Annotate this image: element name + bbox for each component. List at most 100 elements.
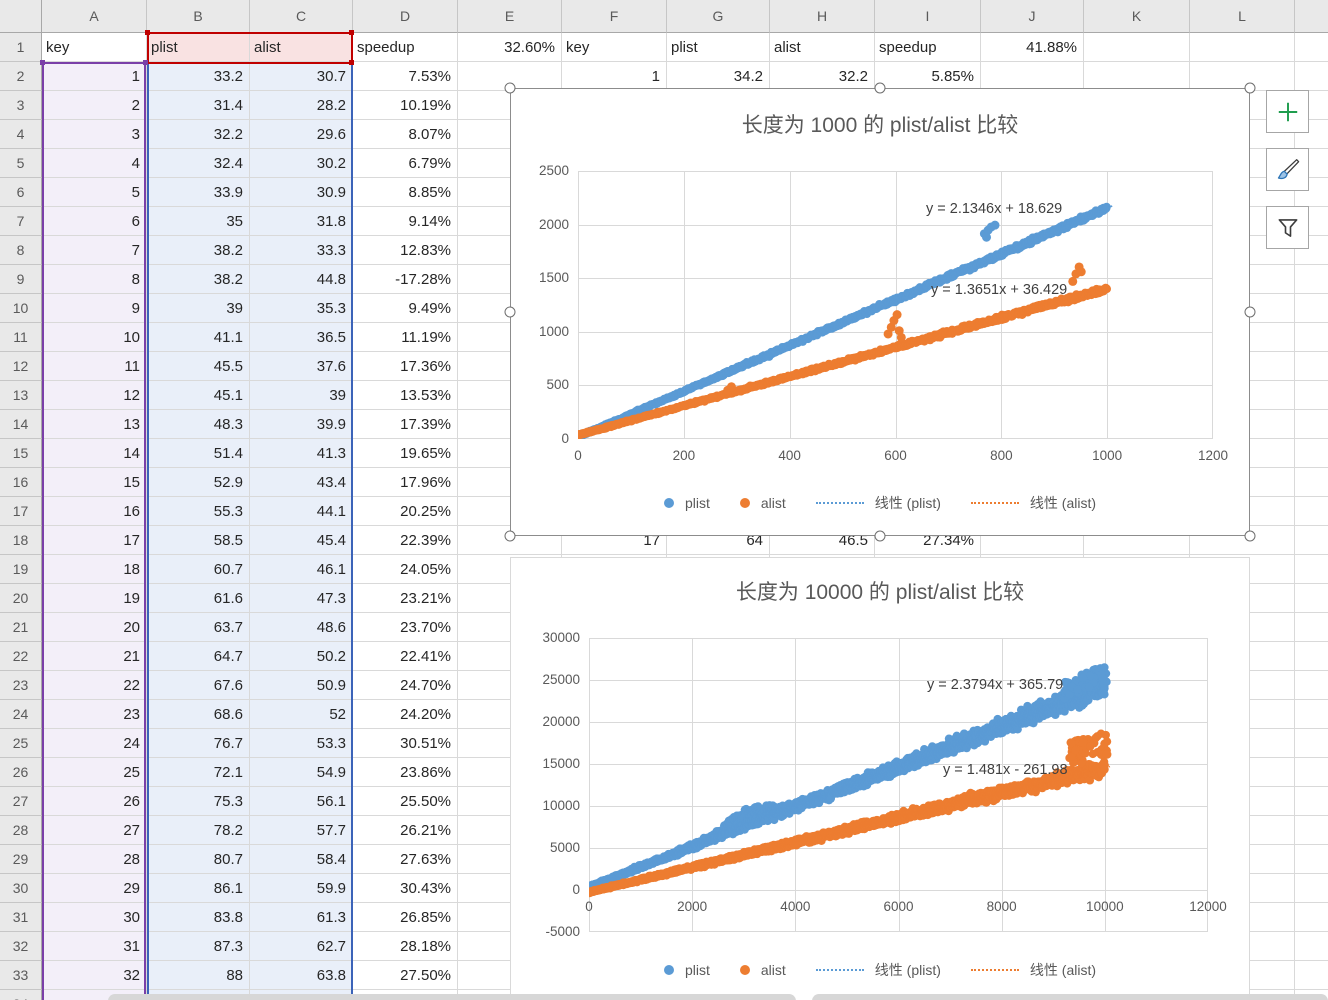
cell-A11[interactable]: 10 (42, 323, 147, 352)
cell-A25[interactable]: 24 (42, 729, 147, 758)
row-header-34[interactable]: 34 (0, 990, 42, 1000)
column-header-B[interactable]: B (147, 0, 250, 33)
cell-J18[interactable] (981, 526, 1084, 555)
cell-C15[interactable]: 41.3 (250, 439, 353, 468)
chart-selection-handle[interactable] (504, 530, 516, 542)
cell-D9[interactable]: -17.28% (353, 265, 458, 294)
row-header-5[interactable]: 5 (0, 149, 42, 178)
cell-A14[interactable]: 13 (42, 410, 147, 439)
column-header-J[interactable]: J (981, 0, 1084, 33)
red-range-fill-handle[interactable] (349, 30, 354, 35)
cell-C31[interactable]: 61.3 (250, 903, 353, 932)
cell-A15[interactable]: 14 (42, 439, 147, 468)
cell-C10[interactable]: 35.3 (250, 294, 353, 323)
cell-K2[interactable] (1084, 62, 1190, 91)
cell-B5[interactable]: 32.4 (147, 149, 250, 178)
cell-C28[interactable]: 57.7 (250, 816, 353, 845)
row-header-30[interactable]: 30 (0, 874, 42, 903)
cell-D14[interactable]: 17.39% (353, 410, 458, 439)
cell-E1[interactable]: 32.60% (458, 33, 562, 62)
row-header-20[interactable]: 20 (0, 584, 42, 613)
cell-M17[interactable] (1295, 497, 1328, 526)
trendline-equation-plist[interactable]: y = 2.1346x + 18.629 (926, 201, 1063, 217)
cell-B28[interactable]: 78.2 (147, 816, 250, 845)
cell-C7[interactable]: 31.8 (250, 207, 353, 236)
column-header-stub[interactable] (1295, 0, 1328, 33)
cell-D20[interactable]: 23.21% (353, 584, 458, 613)
cell-B16[interactable]: 52.9 (147, 468, 250, 497)
cell-B29[interactable]: 80.7 (147, 845, 250, 874)
column-header-H[interactable]: H (770, 0, 875, 33)
cell-B17[interactable]: 55.3 (147, 497, 250, 526)
cell-B2[interactable]: 33.2 (147, 62, 250, 91)
legend-item-plist[interactable]: plist (663, 495, 710, 511)
cell-F2[interactable]: 1 (562, 62, 667, 91)
cell-M9[interactable] (1295, 265, 1328, 294)
row-header-8[interactable]: 8 (0, 236, 42, 265)
cell-C16[interactable]: 43.4 (250, 468, 353, 497)
legend-item-plist[interactable]: plist (663, 962, 710, 978)
chart-selection-handle[interactable] (1244, 82, 1256, 94)
cell-C24[interactable]: 52 (250, 700, 353, 729)
cell-D24[interactable]: 24.20% (353, 700, 458, 729)
cell-C14[interactable]: 39.9 (250, 410, 353, 439)
chart-elements-button[interactable] (1266, 90, 1309, 133)
cell-A26[interactable]: 25 (42, 758, 147, 787)
cell-M19[interactable] (1295, 555, 1328, 584)
row-header-7[interactable]: 7 (0, 207, 42, 236)
red-range-fill-handle[interactable] (349, 60, 354, 65)
row-header-19[interactable]: 19 (0, 555, 42, 584)
row-header-13[interactable]: 13 (0, 381, 42, 410)
cell-B22[interactable]: 64.7 (147, 642, 250, 671)
cell-C4[interactable]: 29.6 (250, 120, 353, 149)
cell-B11[interactable]: 41.1 (147, 323, 250, 352)
cell-B18[interactable]: 58.5 (147, 526, 250, 555)
cell-A4[interactable]: 3 (42, 120, 147, 149)
cell-D6[interactable]: 8.85% (353, 178, 458, 207)
cell-M7[interactable] (1295, 207, 1328, 236)
cell-D17[interactable]: 20.25% (353, 497, 458, 526)
cell-B3[interactable]: 31.4 (147, 91, 250, 120)
row-header-31[interactable]: 31 (0, 903, 42, 932)
cell-G2[interactable]: 34.2 (667, 62, 770, 91)
cell-D19[interactable]: 24.05% (353, 555, 458, 584)
cell-I2[interactable]: 5.85% (875, 62, 981, 91)
cell-A10[interactable]: 9 (42, 294, 147, 323)
cell-A7[interactable]: 6 (42, 207, 147, 236)
cell-D3[interactable]: 10.19% (353, 91, 458, 120)
cell-B8[interactable]: 38.2 (147, 236, 250, 265)
cell-D7[interactable]: 9.14% (353, 207, 458, 236)
cell-D28[interactable]: 26.21% (353, 816, 458, 845)
cell-M21[interactable] (1295, 613, 1328, 642)
cell-E18[interactable] (458, 526, 562, 555)
cell-A22[interactable]: 21 (42, 642, 147, 671)
cell-A27[interactable]: 26 (42, 787, 147, 816)
row-header-27[interactable]: 27 (0, 787, 42, 816)
cell-C30[interactable]: 59.9 (250, 874, 353, 903)
row-header-16[interactable]: 16 (0, 468, 42, 497)
cell-D8[interactable]: 12.83% (353, 236, 458, 265)
cell-B7[interactable]: 35 (147, 207, 250, 236)
cell-M13[interactable] (1295, 381, 1328, 410)
cell-D18[interactable]: 22.39% (353, 526, 458, 555)
legend-item-plist[interactable]: 线性 (plist) (815, 493, 941, 513)
cell-B32[interactable]: 87.3 (147, 932, 250, 961)
cell-D16[interactable]: 17.96% (353, 468, 458, 497)
chart-title[interactable]: 长度为 1000 的 plist/alist 比较 (741, 114, 1019, 137)
cell-M15[interactable] (1295, 439, 1328, 468)
cell-C2[interactable]: 30.7 (250, 62, 353, 91)
cell-M27[interactable] (1295, 787, 1328, 816)
cell-A32[interactable]: 31 (42, 932, 147, 961)
chart-title[interactable]: 长度为 10000 的 plist/alist 比较 (735, 581, 1025, 604)
cell-B33[interactable]: 88 (147, 961, 250, 990)
select-all-corner[interactable] (0, 0, 42, 33)
row-header-15[interactable]: 15 (0, 439, 42, 468)
purple-range-fill-handle[interactable] (143, 60, 148, 65)
cell-C23[interactable]: 50.9 (250, 671, 353, 700)
cell-C5[interactable]: 30.2 (250, 149, 353, 178)
legend-item-alist[interactable]: alist (739, 495, 786, 511)
cell-M29[interactable] (1295, 845, 1328, 874)
cell-A28[interactable]: 27 (42, 816, 147, 845)
cell-M30[interactable] (1295, 874, 1328, 903)
cell-A3[interactable]: 2 (42, 91, 147, 120)
